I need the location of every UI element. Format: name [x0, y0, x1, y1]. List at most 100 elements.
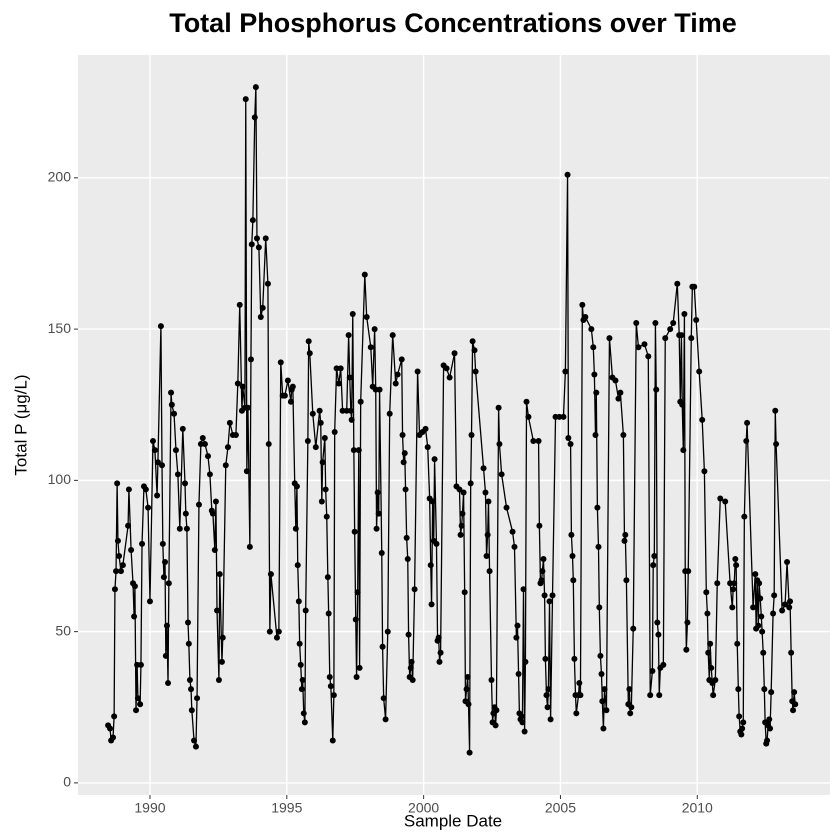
data-point — [756, 580, 763, 587]
data-point — [573, 710, 580, 717]
data-point — [224, 444, 231, 451]
data-point — [398, 356, 405, 363]
data-point — [185, 619, 192, 626]
data-point — [520, 586, 527, 593]
data-point — [326, 674, 333, 681]
data-point — [216, 571, 223, 578]
data-point — [693, 317, 700, 324]
x-tick-label: 1995 — [271, 800, 302, 816]
data-point — [681, 310, 688, 317]
data-point — [582, 313, 589, 320]
data-point — [181, 480, 188, 487]
data-point — [195, 501, 202, 508]
data-point — [564, 171, 571, 178]
data-point — [137, 701, 144, 708]
data-point — [435, 634, 442, 641]
data-point — [577, 692, 584, 699]
data-point — [645, 353, 652, 360]
data-point — [154, 459, 161, 466]
data-point — [355, 447, 362, 454]
data-point — [469, 338, 476, 345]
data-point — [696, 368, 703, 375]
x-tick-label: 2005 — [545, 800, 576, 816]
data-point — [323, 513, 330, 520]
data-point — [670, 320, 677, 327]
data-point — [348, 416, 355, 423]
data-point — [465, 701, 472, 708]
data-point — [606, 335, 613, 342]
data-point — [219, 634, 226, 641]
data-point — [174, 471, 181, 478]
data-point — [300, 710, 307, 717]
data-point — [111, 713, 118, 720]
data-point — [327, 683, 334, 690]
data-point — [159, 540, 166, 547]
data-point — [544, 704, 551, 711]
data-point — [654, 619, 661, 626]
data-point — [509, 528, 516, 535]
data-point — [468, 431, 475, 438]
data-point — [433, 540, 440, 547]
data-point — [259, 304, 266, 311]
data-point — [367, 344, 374, 351]
data-point — [429, 498, 436, 505]
data-point — [543, 692, 550, 699]
data-point — [301, 719, 308, 726]
data-point — [595, 543, 602, 550]
data-point — [755, 622, 762, 629]
data-point — [404, 556, 411, 563]
data-point — [727, 580, 734, 587]
data-point — [353, 674, 360, 681]
data-point — [511, 543, 518, 550]
data-point — [209, 510, 216, 517]
data-point — [735, 686, 742, 693]
data-point — [567, 441, 574, 448]
data-point — [206, 471, 213, 478]
data-point — [503, 504, 510, 511]
data-point — [275, 628, 282, 635]
data-point — [182, 510, 189, 517]
y-axis-label: Total P (μg/L) — [11, 374, 30, 475]
data-point — [576, 680, 583, 687]
data-point — [352, 616, 359, 623]
data-point — [145, 504, 152, 511]
data-point — [680, 447, 687, 454]
data-point — [350, 447, 357, 454]
data-point — [351, 528, 358, 535]
data-point — [281, 392, 288, 399]
data-point — [146, 598, 153, 605]
data-point — [197, 441, 204, 448]
data-point — [710, 692, 717, 699]
data-point — [401, 450, 408, 457]
data-point — [287, 398, 294, 405]
data-point — [590, 344, 597, 351]
data-point — [357, 398, 364, 405]
data-point — [731, 580, 738, 587]
data-point — [325, 610, 332, 617]
data-point — [685, 568, 692, 575]
data-point — [752, 571, 759, 578]
data-point — [149, 438, 156, 445]
data-point — [113, 568, 120, 575]
data-point — [236, 301, 243, 308]
data-point — [600, 725, 607, 732]
data-point — [191, 737, 198, 744]
data-point — [185, 640, 192, 647]
data-point — [165, 680, 172, 687]
data-point — [732, 556, 739, 563]
data-point — [361, 271, 368, 278]
data-point — [239, 383, 246, 390]
data-point — [741, 513, 748, 520]
data-point — [346, 374, 353, 381]
data-point — [545, 686, 552, 693]
data-point — [519, 719, 526, 726]
data-point — [292, 525, 299, 532]
data-point — [186, 677, 193, 684]
data-point — [773, 441, 780, 448]
data-point — [407, 664, 414, 671]
data-point — [335, 380, 342, 387]
data-point — [378, 549, 385, 556]
data-point — [201, 441, 208, 448]
data-point — [194, 695, 201, 702]
data-point — [784, 559, 791, 566]
